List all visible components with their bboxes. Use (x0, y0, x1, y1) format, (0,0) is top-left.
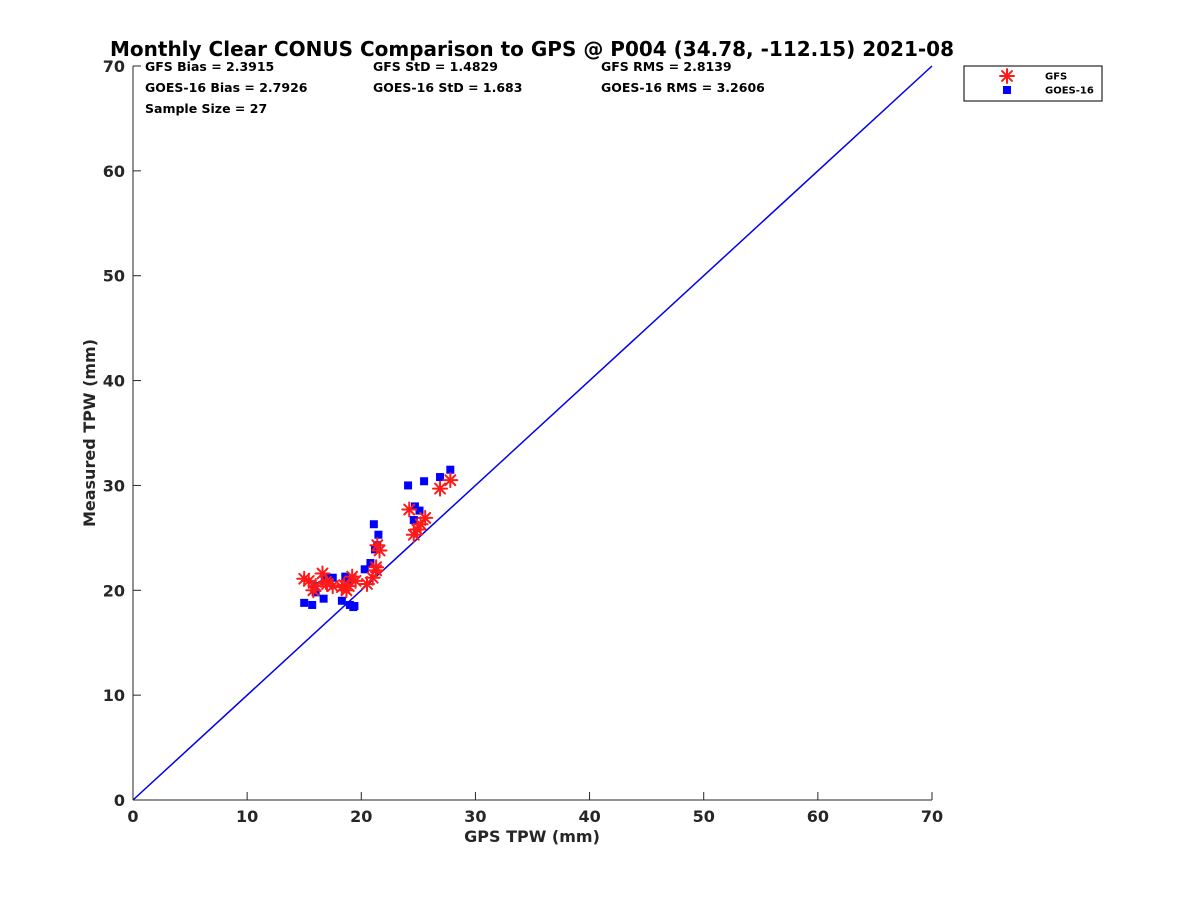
gfs-point (336, 577, 353, 594)
data-points-layer (296, 465, 459, 612)
goes-16-point (308, 600, 317, 609)
axis-ticks: 0 10 20 30 40 50 60 70 0 10 20 30 40 50 60 70 (103, 57, 943, 826)
goes-16-point (410, 502, 419, 511)
goes-16-point (415, 506, 424, 515)
stat-sample: Sample Size = 27 (145, 101, 267, 116)
goes-16-point (366, 559, 375, 568)
goes-16-point (446, 465, 455, 474)
goes-16-point (369, 520, 378, 529)
y-tick-label: 0 (114, 791, 125, 810)
stat-gfs-std: GFS StD = 1.4829 (373, 59, 498, 74)
legend: GFS GOES-16 (963, 65, 1103, 102)
goes-16-point (436, 473, 445, 482)
gfs-point (371, 542, 388, 559)
y-axis-label: Measured TPW (mm) (80, 339, 99, 527)
stat-gfs-rms: GFS RMS = 2.8139 (601, 59, 732, 74)
x-tick-label: 70 (921, 807, 943, 826)
one-to-one-line (132, 65, 933, 801)
goes-16-point (409, 516, 418, 525)
x-tick-label: 20 (350, 807, 372, 826)
y-tick-label: 50 (103, 267, 125, 286)
y-tick-label: 20 (103, 581, 125, 600)
legend-label: GFS (1045, 72, 1067, 83)
x-tick-label: 60 (807, 807, 829, 826)
gfs-point (401, 501, 418, 518)
legend-label: GOES-16 (1045, 86, 1094, 97)
x-tick-label: 50 (693, 807, 715, 826)
y-tick-label: 40 (103, 372, 125, 391)
plot-area (132, 66, 932, 801)
gfs-point (319, 575, 336, 592)
goes-16-point (404, 481, 413, 490)
chart-title: Monthly Clear CONUS Comparison to GPS @ … (110, 37, 954, 61)
legend-gfs-marker (999, 68, 1015, 84)
x-tick-label: 0 (127, 807, 138, 826)
legend-goes-16-marker (1003, 86, 1011, 94)
gfs-point (368, 559, 385, 576)
gfs-point (417, 509, 434, 526)
goes-16-point (420, 477, 429, 486)
reference-line-layer (132, 65, 933, 801)
y-tick-label: 30 (103, 476, 125, 495)
x-tick-label: 10 (236, 807, 258, 826)
series-gfs (296, 472, 459, 599)
goes-16-point (350, 602, 359, 611)
goes-16-point (360, 565, 369, 574)
goes-16-point (328, 573, 337, 582)
goes-16-point (374, 530, 383, 539)
stat-goes-rms: GOES-16 RMS = 3.2606 (601, 80, 765, 95)
y-tick-label: 10 (103, 686, 125, 705)
x-tick-label: 30 (464, 807, 486, 826)
statistics-block: GFS Bias = 2.3915 GFS StD = 1.4829 GFS RMS… (145, 59, 765, 116)
x-tick-label: 40 (578, 807, 600, 826)
goes-16-point (337, 596, 346, 605)
goes-16-point (319, 594, 328, 603)
y-tick-label: 70 (103, 57, 125, 76)
legend-box (963, 65, 1103, 102)
gfs-point (347, 572, 364, 589)
gfs-point (300, 572, 317, 589)
gfs-point (432, 480, 449, 497)
stat-goes-std: GOES-16 StD = 1.683 (373, 80, 522, 95)
gfs-point (442, 472, 459, 489)
stat-goes-bias: GOES-16 Bias = 2.7926 (145, 80, 308, 95)
goes-16-point (300, 598, 309, 607)
goes-16-point (343, 575, 352, 584)
goes-16-point (370, 545, 379, 554)
y-tick-label: 60 (103, 162, 125, 181)
stat-gfs-bias: GFS Bias = 2.3915 (145, 59, 274, 74)
x-axis-label: GPS TPW (mm) (464, 827, 600, 846)
